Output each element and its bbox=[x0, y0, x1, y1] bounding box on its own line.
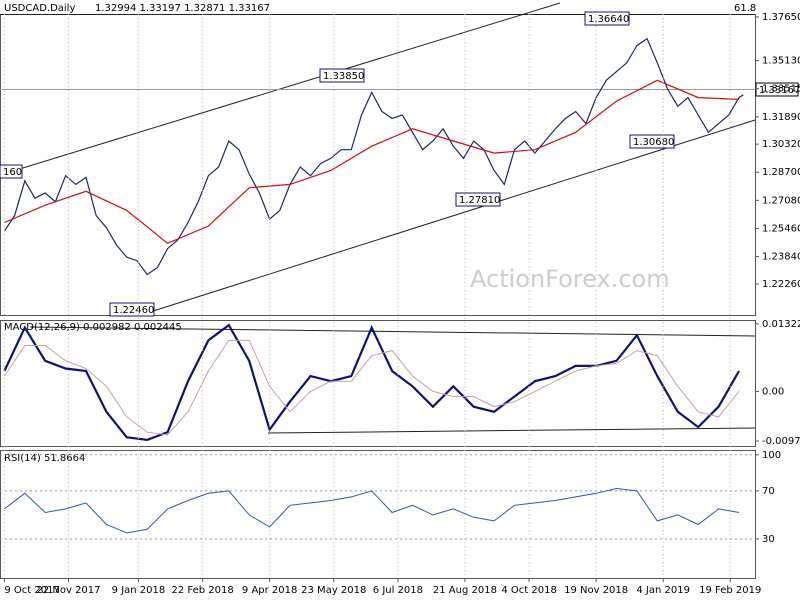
y-tick-label: 70 bbox=[762, 486, 775, 497]
watermark: ActionForex.com bbox=[470, 265, 670, 293]
annotation: 1.30680 bbox=[633, 137, 674, 148]
annotation-box bbox=[109, 302, 155, 317]
y-tick-label: 1.27080 bbox=[762, 195, 800, 206]
chart-subtitle: 1.32994 1.33197 1.32871 1.33167 bbox=[95, 3, 270, 14]
y-tick-label: 1.28700 bbox=[762, 167, 800, 178]
panel-title: MACD(12,26,9) 0.002982 0.002445 bbox=[4, 322, 182, 333]
macd-panel bbox=[0, 320, 756, 447]
y-tick-label: 1.25460 bbox=[762, 223, 800, 234]
y-tick-label: 0.013224 bbox=[762, 319, 800, 330]
macd-lower-line bbox=[267, 427, 756, 434]
last-price-label: 1.33167 bbox=[759, 85, 800, 96]
annotation: 160 bbox=[3, 167, 22, 178]
annotation-box bbox=[0, 164, 23, 179]
y-tick-label: 100 bbox=[762, 450, 781, 461]
x-tick-label: 9 Oct 2017 bbox=[4, 585, 59, 596]
fib-label: 61.8 bbox=[734, 3, 756, 14]
annotation-box bbox=[455, 192, 501, 207]
x-tick-label: 4 Oct 2018 bbox=[501, 585, 556, 596]
y-tick-label: 30 bbox=[762, 534, 775, 545]
y-tick-label: 1.35130 bbox=[762, 56, 800, 67]
last-price-box bbox=[755, 82, 799, 97]
y-tick-label: 1.22260 bbox=[762, 279, 800, 290]
annotation-box bbox=[584, 11, 630, 26]
y-tick-label: 1.23840 bbox=[762, 252, 800, 263]
x-tick-label: 22 Feb 2018 bbox=[171, 585, 233, 596]
series-line bbox=[4, 79, 740, 244]
annotation: 1.33850 bbox=[323, 71, 364, 82]
y-tick-label: -0.009721 bbox=[762, 436, 800, 447]
x-tick-label: 19 Feb 2019 bbox=[699, 585, 761, 596]
y-tick-label: 0.00 bbox=[762, 386, 784, 397]
x-tick-label: 4 Jan 2019 bbox=[636, 585, 690, 596]
annotation: 1.27810 bbox=[459, 195, 500, 206]
panel-title: RSI(14) 51.8664 bbox=[4, 453, 85, 464]
x-tick-label: 23 May 2018 bbox=[301, 585, 366, 596]
channel-lower bbox=[149, 119, 756, 313]
y-tick-label: 1.33515 bbox=[762, 84, 800, 95]
y-tick-label: 1.31890 bbox=[762, 112, 800, 123]
x-tick-label: 9 Apr 2018 bbox=[242, 585, 297, 596]
annotation-box bbox=[319, 68, 365, 83]
series-line bbox=[3, 339, 740, 436]
rsi-panel bbox=[0, 450, 756, 579]
y-tick-label: 1.37650 bbox=[762, 12, 800, 23]
annotation: 1.22460 bbox=[113, 305, 154, 316]
series-line bbox=[3, 323, 740, 442]
macd-upper-line bbox=[29, 326, 756, 337]
x-tick-label: 6 Jul 2018 bbox=[373, 585, 423, 596]
series-line bbox=[4, 487, 740, 534]
x-tick-label: 19 Nov 2018 bbox=[564, 585, 628, 596]
chart-title: USDCAD.Daily bbox=[4, 3, 75, 14]
series-line bbox=[3, 37, 744, 276]
annotation: 1.36640 bbox=[588, 14, 629, 25]
x-tick-label: 21 Aug 2018 bbox=[433, 585, 497, 596]
y-tick-label: 1.30320 bbox=[762, 139, 800, 150]
x-tick-label: 22 Nov 2017 bbox=[36, 585, 100, 596]
x-tick-label: 9 Jan 2018 bbox=[112, 585, 166, 596]
